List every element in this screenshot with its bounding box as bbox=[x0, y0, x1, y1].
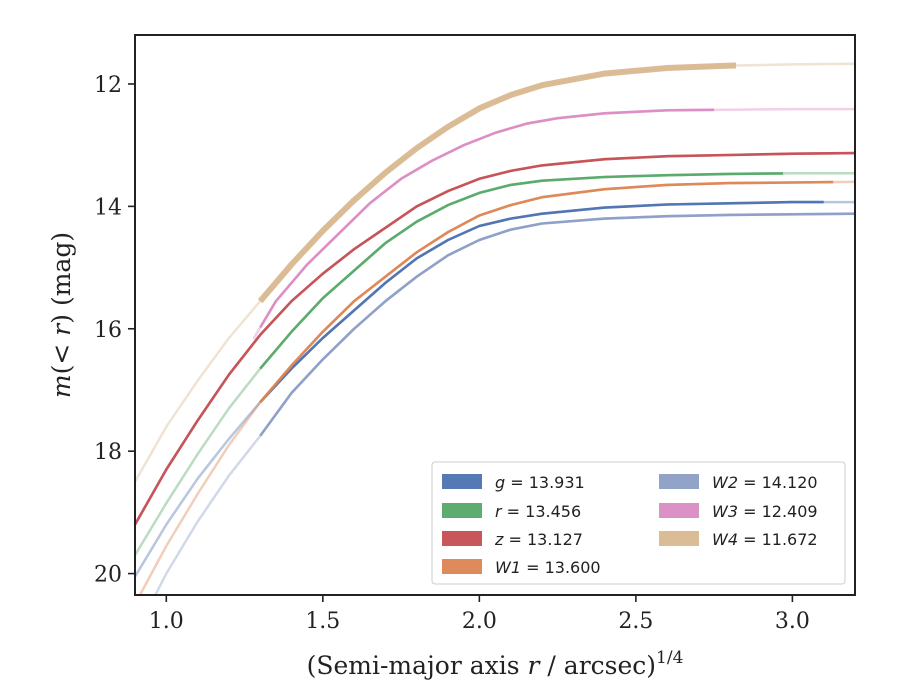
series-line-g bbox=[259, 200, 824, 404]
y-axis-label-open: ( bbox=[47, 365, 76, 375]
series-W4 bbox=[135, 62, 855, 484]
legend-label-W1: W1 = 13.600 bbox=[495, 558, 601, 577]
legend-item-W4: W4 = 11.672 bbox=[659, 530, 818, 549]
y-axis-label-lt: < bbox=[47, 336, 76, 365]
legend-eq-W3: = bbox=[738, 502, 762, 521]
legend-frame bbox=[431, 461, 846, 585]
legend-value-g: 13.931 bbox=[529, 473, 585, 492]
legend-swatch-r bbox=[442, 503, 482, 518]
legend-label-W2: W2 = 14.120 bbox=[712, 473, 818, 492]
x-axis-label-prefix: (Semi-major axis bbox=[307, 651, 528, 680]
legend-value-r: 13.456 bbox=[525, 502, 581, 521]
legend-label-W4: W4 = 11.672 bbox=[712, 530, 818, 549]
legend-var-r: r bbox=[495, 502, 503, 521]
legend-eq-g: = bbox=[505, 473, 529, 492]
legend-label-W3: W3 = 12.409 bbox=[712, 502, 818, 521]
legend-value-W3: 12.409 bbox=[762, 502, 818, 521]
legend-swatch-W4 bbox=[659, 531, 699, 546]
legend-eq-r: = bbox=[502, 502, 526, 521]
legend-var-W4: W4 bbox=[712, 530, 738, 549]
y-tick-label-12: 12 bbox=[94, 73, 122, 98]
series-line-r bbox=[259, 172, 784, 370]
x-tick-label-1.5: 1.5 bbox=[305, 609, 340, 634]
y-axis-label-unit: (mag) bbox=[47, 232, 76, 314]
legend-label-r: r = 13.456 bbox=[495, 502, 581, 521]
legend-eq-W1: = bbox=[521, 558, 545, 577]
series-line-W4 bbox=[257, 62, 737, 304]
legend-value-W1: 13.600 bbox=[545, 558, 601, 577]
x-axis-label: (Semi-major axis r / arcsec)1/4 bbox=[307, 648, 684, 680]
legend-swatch-W2 bbox=[659, 474, 699, 489]
legend-value-z: 13.127 bbox=[527, 530, 583, 549]
series-g bbox=[135, 200, 855, 578]
y-tick-label-20: 20 bbox=[94, 563, 122, 588]
legend: g = 13.931 r = 13.456 z = 13.127 W1 = 13.60… bbox=[431, 461, 846, 585]
series-line-W1 bbox=[259, 180, 834, 404]
legend-swatch-g bbox=[442, 474, 482, 489]
legend-item-W3: W3 = 12.409 bbox=[659, 502, 818, 521]
legend-label-g: g = 13.931 bbox=[495, 473, 585, 492]
legend-eq-W4: = bbox=[738, 530, 762, 549]
legend-item-r: r = 13.456 bbox=[442, 502, 581, 521]
x-tick-label-2.5: 2.5 bbox=[618, 609, 653, 634]
legend-eq-W2: = bbox=[738, 473, 762, 492]
legend-var-W1: W1 bbox=[495, 558, 521, 577]
y-tick-label-14: 14 bbox=[94, 195, 122, 220]
legend-var-W2: W2 bbox=[712, 473, 738, 492]
legend-item-g: g = 13.931 bbox=[442, 473, 585, 492]
legend-swatch-W3 bbox=[659, 503, 699, 518]
series-line-z bbox=[135, 151, 855, 526]
series-line-faint-W4 bbox=[135, 62, 855, 484]
series-W2 bbox=[153, 212, 855, 595]
series-layer bbox=[135, 62, 855, 595]
series-line-W3 bbox=[259, 108, 715, 329]
x-tick-label-2.0: 2.0 bbox=[462, 609, 497, 634]
legend-value-W4: 11.672 bbox=[762, 530, 818, 549]
legend-value-W2: 14.120 bbox=[762, 473, 818, 492]
series-r bbox=[135, 172, 855, 557]
y-tick-label-16: 16 bbox=[94, 318, 122, 343]
series-line-W2 bbox=[259, 212, 855, 437]
legend-swatch-W1 bbox=[442, 559, 482, 574]
series-W3 bbox=[252, 107, 855, 340]
x-axis-label-suffix: / arcsec) bbox=[539, 651, 656, 680]
x-axis-label-exponent: 1/4 bbox=[656, 648, 683, 668]
y-axis-label-close: ) bbox=[47, 314, 76, 324]
plot-frame bbox=[134, 34, 856, 596]
legend-item-W2: W2 = 14.120 bbox=[659, 473, 818, 492]
legend-item-z: z = 13.127 bbox=[442, 530, 583, 549]
legend-var-W3: W3 bbox=[712, 502, 738, 521]
x-axis-label-var: r bbox=[528, 651, 542, 680]
y-axis-label-var: r bbox=[47, 322, 76, 336]
legend-var-g: g bbox=[495, 473, 505, 492]
legend-eq-z: = bbox=[503, 530, 527, 549]
legend-swatch-z bbox=[442, 531, 482, 546]
x-tick-label-1.0: 1.0 bbox=[149, 609, 184, 634]
ticks-layer: 1.0 1.5 2.0 2.5 3.0 12 14 16 18 20 bbox=[94, 73, 810, 634]
series-W1 bbox=[138, 180, 855, 595]
legend-label-z: z = 13.127 bbox=[494, 530, 583, 549]
series-z bbox=[135, 151, 855, 526]
y-axis-label-func: m bbox=[47, 374, 76, 398]
legend-var-z: z bbox=[494, 530, 504, 549]
x-tick-label-3.0: 3.0 bbox=[775, 609, 810, 634]
y-tick-label-18: 18 bbox=[94, 440, 122, 465]
y-axis-label: m(< r) (mag) bbox=[47, 232, 76, 398]
legend-item-W1: W1 = 13.600 bbox=[442, 558, 601, 577]
